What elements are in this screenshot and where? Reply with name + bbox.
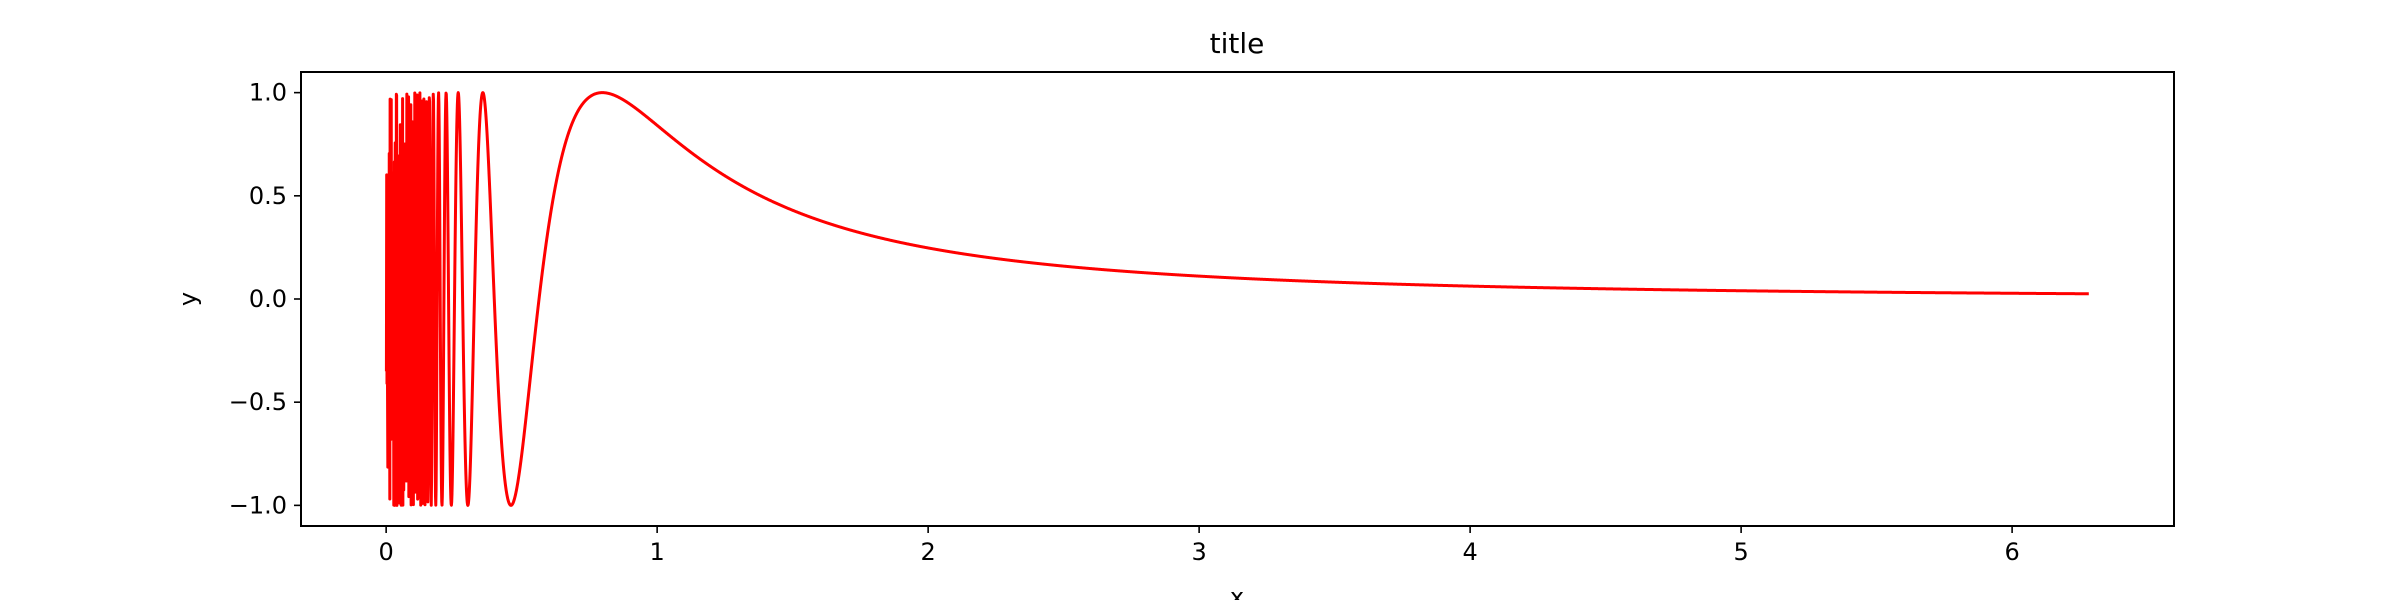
x-axis-label: x — [1230, 583, 1244, 600]
plot-area — [384, 91, 2091, 507]
y-tick-label: 0.5 — [249, 182, 287, 210]
y-tick-label: 1.0 — [249, 79, 287, 107]
x-tick-label: 5 — [1733, 538, 1748, 566]
y-tick-label: −1.0 — [229, 491, 287, 519]
series-line — [384, 91, 2091, 507]
x-tick-label: 0 — [379, 538, 394, 566]
x-tick-label: 3 — [1191, 538, 1206, 566]
y-axis-label: y — [174, 292, 202, 306]
y-tick-label: 0.0 — [249, 285, 287, 313]
y-tick-label: −0.5 — [229, 388, 287, 416]
x-tick-label: 6 — [2004, 538, 2019, 566]
x-tick-label: 2 — [920, 538, 935, 566]
x-axis: 0 1 2 3 4 5 6 — [379, 526, 2020, 566]
x-tick-label: 4 — [1462, 538, 1477, 566]
chart-title: title — [1210, 27, 1265, 60]
x-tick-label: 1 — [649, 538, 664, 566]
y-axis: −1.0 −0.5 0.0 0.5 1.0 — [229, 79, 301, 519]
